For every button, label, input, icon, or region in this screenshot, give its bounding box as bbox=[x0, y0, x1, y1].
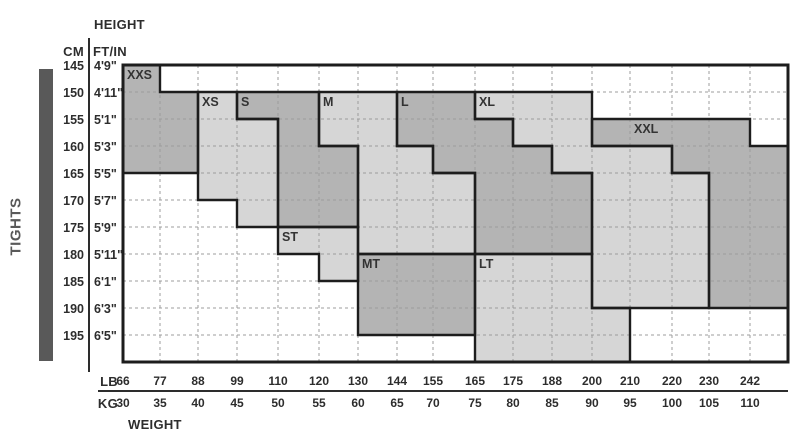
lb-tick: 88 bbox=[191, 374, 205, 388]
height-axis-title: HEIGHT bbox=[94, 17, 145, 32]
lb-tick: 120 bbox=[309, 374, 329, 388]
region-label-m: M bbox=[323, 95, 333, 109]
lb-tick: 155 bbox=[423, 374, 443, 388]
kg-tick: 110 bbox=[740, 396, 760, 410]
cm-tick: 185 bbox=[63, 275, 84, 289]
lb-tick: 242 bbox=[740, 374, 760, 388]
ftin-tick: 6'5" bbox=[94, 329, 117, 343]
region-mt-fill bbox=[358, 254, 475, 335]
ftin-tick: 5'5" bbox=[94, 167, 117, 181]
region-label-l: L bbox=[401, 95, 409, 109]
weight-unit-kg: KG bbox=[97, 396, 118, 411]
ftin-tick: 6'3" bbox=[94, 302, 117, 316]
kg-tick: 70 bbox=[426, 396, 440, 410]
height-unit-cm: CM bbox=[63, 44, 84, 59]
region-label-xxs: XXS bbox=[127, 68, 152, 82]
grid-outer-border bbox=[121, 63, 790, 364]
lb-tick: 175 bbox=[503, 374, 523, 388]
ftin-tick: 5'7" bbox=[94, 194, 117, 208]
region-l-fill bbox=[397, 92, 592, 254]
ftin-tick: 5'1" bbox=[94, 113, 117, 127]
kg-tick: 105 bbox=[699, 396, 719, 410]
lb-tick: 66 bbox=[116, 374, 130, 388]
kg-tick: 80 bbox=[506, 396, 520, 410]
cm-tick: 195 bbox=[63, 329, 84, 343]
cm-tick: 150 bbox=[63, 86, 84, 100]
lb-tick: 165 bbox=[465, 374, 485, 388]
lb-tick: 210 bbox=[620, 374, 640, 388]
region-label-xxl: XXL bbox=[634, 122, 659, 136]
lb-tick: 99 bbox=[230, 374, 244, 388]
region-label-mt: MT bbox=[362, 257, 380, 271]
ftin-tick: 5'11" bbox=[94, 248, 123, 262]
lb-kg-divider-line bbox=[98, 390, 788, 392]
kg-tick: 30 bbox=[116, 396, 130, 410]
weight-axis-title: WEIGHT bbox=[128, 417, 182, 432]
lb-tick: 230 bbox=[699, 374, 719, 388]
kg-tick: 75 bbox=[468, 396, 482, 410]
ftin-tick: 4'9" bbox=[94, 59, 117, 73]
kg-tick: 40 bbox=[191, 396, 205, 410]
kg-tick: 50 bbox=[271, 396, 285, 410]
region-xxl-fill bbox=[592, 119, 788, 308]
kg-tick: 90 bbox=[585, 396, 599, 410]
cm-tick: 190 bbox=[63, 302, 84, 316]
region-label-lt: LT bbox=[479, 257, 494, 271]
lb-tick: 130 bbox=[348, 374, 368, 388]
lb-tick: 144 bbox=[387, 374, 407, 388]
cm-tick: 170 bbox=[63, 194, 84, 208]
kg-tick: 60 bbox=[351, 396, 365, 410]
height-unit-ftin: FT/IN bbox=[93, 44, 127, 59]
cm-tick: 180 bbox=[63, 248, 84, 262]
sidebar-accent-bar bbox=[39, 69, 53, 361]
cm-tick: 175 bbox=[63, 221, 84, 235]
region-label-s: S bbox=[241, 95, 249, 109]
ftin-tick: 6'1" bbox=[94, 275, 117, 289]
cm-tick: 155 bbox=[63, 113, 84, 127]
kg-tick: 65 bbox=[390, 396, 404, 410]
kg-tick: 95 bbox=[623, 396, 637, 410]
cm-tick: 165 bbox=[63, 167, 84, 181]
lb-tick: 200 bbox=[582, 374, 602, 388]
cm-tick: 160 bbox=[63, 140, 84, 154]
lb-tick: 77 bbox=[153, 374, 167, 388]
region-label-xs: XS bbox=[202, 95, 219, 109]
region-label-xl: XL bbox=[479, 95, 495, 109]
ftin-tick: 5'9" bbox=[94, 221, 117, 235]
lb-tick: 188 bbox=[542, 374, 562, 388]
kg-tick: 45 bbox=[230, 396, 244, 410]
kg-tick: 35 bbox=[153, 396, 167, 410]
height-units-divider-line bbox=[88, 38, 90, 372]
region-xs-fill bbox=[198, 92, 278, 227]
kg-tick: 85 bbox=[545, 396, 559, 410]
lb-tick: 110 bbox=[268, 374, 288, 388]
weight-unit-lb: LB bbox=[100, 374, 118, 389]
kg-tick: 100 bbox=[662, 396, 682, 410]
kg-tick: 55 bbox=[312, 396, 326, 410]
region-label-st: ST bbox=[282, 230, 298, 244]
region-s-fill bbox=[237, 92, 358, 227]
cm-tick: 145 bbox=[63, 59, 84, 73]
lb-tick: 220 bbox=[662, 374, 682, 388]
ftin-tick: 5'3" bbox=[94, 140, 117, 154]
ftin-tick: 4'11" bbox=[94, 86, 123, 100]
